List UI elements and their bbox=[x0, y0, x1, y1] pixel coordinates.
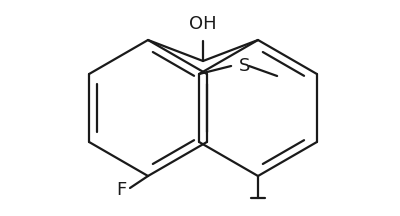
Text: S: S bbox=[239, 57, 250, 75]
Text: OH: OH bbox=[189, 15, 217, 33]
Text: F: F bbox=[116, 181, 126, 199]
